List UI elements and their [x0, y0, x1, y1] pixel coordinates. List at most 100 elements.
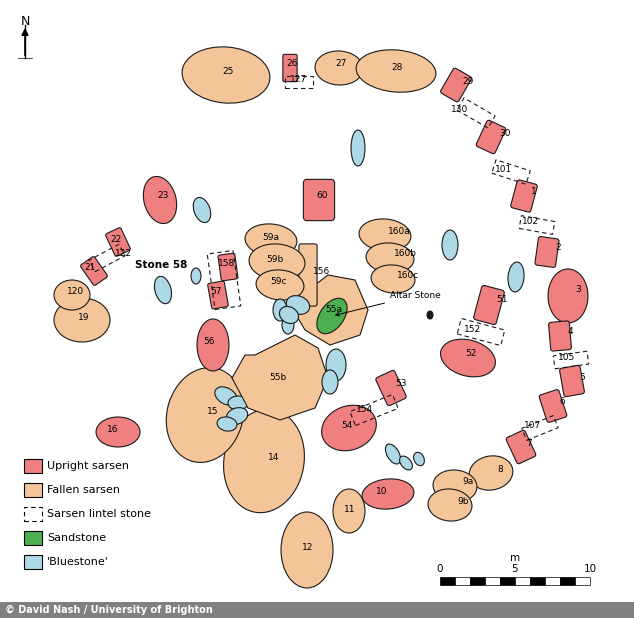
Text: 156: 156: [313, 266, 330, 276]
Text: 152: 152: [464, 326, 481, 334]
FancyBboxPatch shape: [560, 365, 585, 397]
Ellipse shape: [366, 243, 414, 273]
FancyBboxPatch shape: [540, 390, 567, 422]
Ellipse shape: [321, 405, 377, 451]
Text: 14: 14: [268, 452, 280, 462]
Bar: [575, 577, 590, 585]
Bar: [515, 577, 530, 585]
Text: 1: 1: [531, 187, 537, 195]
Text: 101: 101: [495, 164, 512, 174]
Bar: [24, 531, 42, 545]
Bar: [24, 555, 42, 569]
Bar: [24, 459, 42, 473]
Ellipse shape: [54, 298, 110, 342]
Text: 51: 51: [496, 295, 507, 305]
FancyBboxPatch shape: [441, 68, 472, 102]
Ellipse shape: [356, 50, 436, 92]
Text: 7: 7: [526, 439, 532, 449]
Ellipse shape: [282, 316, 294, 334]
Ellipse shape: [317, 298, 347, 334]
FancyBboxPatch shape: [106, 227, 131, 256]
Ellipse shape: [191, 268, 201, 284]
Text: 60: 60: [316, 192, 328, 200]
FancyBboxPatch shape: [535, 237, 559, 268]
Text: 3: 3: [575, 286, 581, 295]
Ellipse shape: [96, 417, 140, 447]
Text: 9b: 9b: [457, 497, 469, 507]
Text: 16: 16: [107, 426, 119, 434]
FancyBboxPatch shape: [218, 253, 238, 281]
Ellipse shape: [427, 311, 433, 319]
Text: 29: 29: [462, 77, 474, 85]
Ellipse shape: [326, 349, 346, 381]
Text: Stone 58: Stone 58: [135, 260, 188, 270]
Text: 30: 30: [499, 129, 510, 137]
Bar: [500, 577, 515, 585]
Ellipse shape: [245, 224, 297, 256]
Text: Fallen sarsen: Fallen sarsen: [47, 485, 120, 495]
Ellipse shape: [224, 409, 304, 513]
FancyBboxPatch shape: [376, 370, 406, 405]
Ellipse shape: [413, 452, 424, 466]
Bar: [545, 577, 560, 585]
Bar: [560, 577, 575, 585]
Text: 122: 122: [115, 250, 132, 258]
Text: 12: 12: [302, 543, 313, 552]
Polygon shape: [292, 275, 368, 345]
Ellipse shape: [548, 269, 588, 323]
Ellipse shape: [399, 456, 412, 470]
Polygon shape: [232, 335, 328, 420]
Bar: [0, 602, 634, 618]
FancyBboxPatch shape: [511, 180, 537, 212]
Bar: [553, 351, 589, 369]
Bar: [457, 318, 505, 345]
Text: 15: 15: [207, 407, 219, 415]
Text: 52: 52: [465, 350, 476, 358]
Text: 27: 27: [335, 59, 346, 69]
Text: N: N: [20, 15, 30, 28]
Ellipse shape: [442, 230, 458, 260]
Text: 55a: 55a: [325, 305, 342, 315]
Ellipse shape: [433, 470, 477, 502]
Ellipse shape: [315, 51, 363, 85]
Ellipse shape: [182, 47, 270, 103]
FancyBboxPatch shape: [283, 54, 297, 82]
Ellipse shape: [469, 456, 513, 490]
Text: 102: 102: [522, 218, 539, 227]
Text: 59a: 59a: [262, 232, 279, 242]
Ellipse shape: [362, 479, 414, 509]
FancyBboxPatch shape: [548, 321, 571, 351]
Text: 59b: 59b: [266, 255, 283, 263]
Text: 'Bluestone': 'Bluestone': [47, 557, 109, 567]
Text: Upright sarsen: Upright sarsen: [47, 461, 129, 471]
FancyBboxPatch shape: [474, 286, 504, 324]
FancyBboxPatch shape: [208, 281, 228, 309]
Text: 160b: 160b: [394, 250, 417, 258]
FancyBboxPatch shape: [506, 430, 536, 464]
Text: 105: 105: [558, 352, 575, 362]
Ellipse shape: [228, 396, 248, 410]
Text: 11: 11: [344, 504, 356, 514]
Text: 23: 23: [157, 192, 169, 200]
Bar: [492, 160, 530, 184]
Bar: [24, 507, 42, 521]
Text: 5: 5: [512, 564, 519, 574]
FancyBboxPatch shape: [299, 244, 317, 306]
Text: 0: 0: [437, 564, 443, 574]
Ellipse shape: [351, 130, 365, 166]
Ellipse shape: [371, 265, 415, 293]
Ellipse shape: [273, 299, 287, 321]
FancyBboxPatch shape: [81, 256, 107, 286]
Text: 54: 54: [341, 420, 353, 430]
Text: 160c: 160c: [397, 271, 419, 281]
Text: 160a: 160a: [388, 227, 411, 235]
Ellipse shape: [215, 387, 237, 405]
Text: 26: 26: [286, 59, 297, 69]
Text: 2: 2: [555, 243, 560, 253]
Ellipse shape: [249, 244, 305, 280]
Ellipse shape: [143, 177, 177, 224]
Text: 21: 21: [84, 263, 95, 273]
Text: m: m: [510, 553, 520, 563]
Text: 25: 25: [222, 67, 233, 75]
Text: 120: 120: [67, 287, 84, 297]
